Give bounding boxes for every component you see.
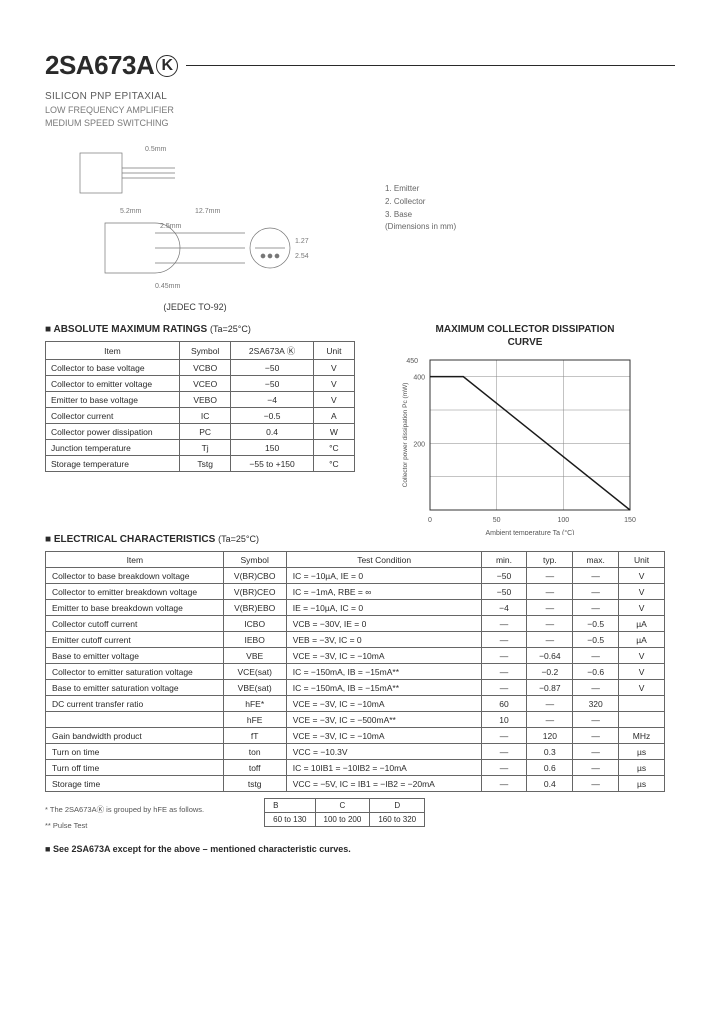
elec-title: ■ ELECTRICAL CHARACTERISTICS (Ta=25°C) xyxy=(45,534,675,545)
chart-title-l2: CURVE xyxy=(375,337,675,348)
table-row: Junction temperatureTj150°C xyxy=(46,440,355,456)
table-row: Storage timetstgVCC = −5V, IC = IB1 = −I… xyxy=(46,776,665,792)
table-row: DC current transfer ratiohFE*VCE = −3V, … xyxy=(46,696,665,712)
hfe-group-table: B C D 60 to 130 100 to 200 160 to 320 xyxy=(264,798,425,827)
footnote-row: * The 2SA673AⓀ is grouped by hFE as foll… xyxy=(45,798,675,830)
svg-text:50: 50 xyxy=(493,517,501,524)
footnote-2: ** Pulse Test xyxy=(45,821,204,830)
package-drawing-icon: 0.5mm 5.2mm 12.7mm 2.5mm 0.45mm 1.27 2.5… xyxy=(45,143,345,293)
package-diagram: 0.5mm 5.2mm 12.7mm 2.5mm 0.45mm 1.27 2.5… xyxy=(45,143,345,298)
table-row: Emitter to base breakdown voltageV(BR)EB… xyxy=(46,600,665,616)
elec-table: Item Symbol Test Condition min. typ. max… xyxy=(45,551,665,792)
svg-text:12.7mm: 12.7mm xyxy=(195,208,220,215)
svg-text:Ambient temperature Ta (°C): Ambient temperature Ta (°C) xyxy=(485,529,574,535)
svg-text:400: 400 xyxy=(413,375,425,382)
table-row: Collector to emitter voltageVCEO−50V xyxy=(46,376,355,392)
svg-text:150: 150 xyxy=(624,517,636,524)
svg-text:5.2mm: 5.2mm xyxy=(120,208,142,215)
table-row: Collector power dissipationPC0.4W xyxy=(46,424,355,440)
svg-text:2.54: 2.54 xyxy=(295,253,309,260)
table-row: hFEVCE = −3V, IC = −500mA**10—— xyxy=(46,712,665,728)
ratings-title: ■ ABSOLUTE MAXIMUM RATINGS (Ta=25°C) xyxy=(45,324,355,335)
table-row: Collector to base breakdown voltageV(BR)… xyxy=(46,568,665,584)
table-row: Gain bandwidth productfTVCE = −3V, IC = … xyxy=(46,728,665,744)
pin-3: 3. Base xyxy=(385,209,456,222)
table-header-row: B C D xyxy=(265,799,425,813)
table-row: 60 to 130 100 to 200 160 to 320 xyxy=(265,813,425,827)
table-row: Collector currentIC−0.5A xyxy=(46,408,355,424)
table-row: Storage temperatureTstg−55 to +150°C xyxy=(46,456,355,472)
subtitle-type: SILICON PNP EPITAXIAL xyxy=(45,91,675,102)
subtitle-app2: MEDIUM SPEED SWITCHING xyxy=(45,118,675,128)
table-row: Collector to emitter breakdown voltageV(… xyxy=(46,584,665,600)
svg-text:100: 100 xyxy=(557,517,569,524)
dim-note: (Dimensions in mm) xyxy=(385,221,456,234)
chart-svg-icon: 0 50 100 150 200 400 Ambient temperature Ta (°… xyxy=(395,350,655,535)
footnote-1: * The 2SA673AⓀ is grouped by hFE as foll… xyxy=(45,804,204,815)
package-diagram-area: 0.5mm 5.2mm 12.7mm 2.5mm 0.45mm 1.27 2.5… xyxy=(45,143,675,298)
pin-legend: 1. Emitter 2. Collector 3. Base (Dimensi… xyxy=(385,143,456,298)
svg-text:1.27: 1.27 xyxy=(295,238,309,245)
dissipation-chart-area: MAXIMUM COLLECTOR DISSIPATION CURVE 0501… xyxy=(375,324,675,520)
table-row: Base to emitter voltageVBEVCE = −3V, IC … xyxy=(46,648,665,664)
svg-text:0.5mm: 0.5mm xyxy=(145,146,167,153)
table-row: Turn on timetonVCC = −10.3V—0.3—µs xyxy=(46,744,665,760)
part-number: 2SA673A xyxy=(45,50,154,81)
table-row: Collector cutoff currentICBOVCB = −30V, … xyxy=(46,616,665,632)
table-row: Base to emitter saturation voltageVBE(sa… xyxy=(46,680,665,696)
table-row: Turn off timetoffIC = 10IB1 = −10IB2 = −… xyxy=(46,760,665,776)
table-row: Collector to emitter saturation voltageV… xyxy=(46,664,665,680)
subtitle-app1: LOW FREQUENCY AMPLIFIER xyxy=(45,105,675,115)
svg-text:0: 0 xyxy=(428,517,432,524)
suffix-circle: K xyxy=(156,55,178,77)
ratings-section: ■ ABSOLUTE MAXIMUM RATINGS (Ta=25°C) Ite… xyxy=(45,324,355,520)
pin-1: 1. Emitter xyxy=(385,183,456,196)
table-row: Emitter cutoff currentIEBOVEB = −3V, IC … xyxy=(46,632,665,648)
table-header-row: Item Symbol 2SA673A Ⓚ Unit xyxy=(46,342,355,360)
header-rule xyxy=(186,65,675,66)
svg-text:Collector power dissipation Pc: Collector power dissipation Pc (mW) xyxy=(402,383,409,488)
pin-2: 2. Collector xyxy=(385,196,456,209)
ratings-table: Item Symbol 2SA673A Ⓚ Unit Collector to … xyxy=(45,341,355,472)
table-row: Collector to base voltageVCBO−50V xyxy=(46,360,355,376)
table-row: Emitter to base voltageVEBO−4V xyxy=(46,392,355,408)
see-note: ■ See 2SA673A except for the above – men… xyxy=(45,844,675,854)
elec-section: ■ ELECTRICAL CHARACTERISTICS (Ta=25°C) I… xyxy=(45,534,675,792)
chart-title-l1: MAXIMUM COLLECTOR DISSIPATION xyxy=(375,324,675,335)
svg-text:450: 450 xyxy=(406,358,418,365)
dissipation-chart: 050100150200400Ambient temperature Ta (°… xyxy=(395,350,635,520)
header-row: 2SA673A K xyxy=(45,50,675,81)
package-type-label: (JEDEC TO-92) xyxy=(45,302,345,312)
table-header-row: Item Symbol Test Condition min. typ. max… xyxy=(46,552,665,568)
svg-text:0.45mm: 0.45mm xyxy=(155,283,180,290)
svg-text:2.5mm: 2.5mm xyxy=(160,223,182,230)
svg-text:200: 200 xyxy=(413,441,425,448)
